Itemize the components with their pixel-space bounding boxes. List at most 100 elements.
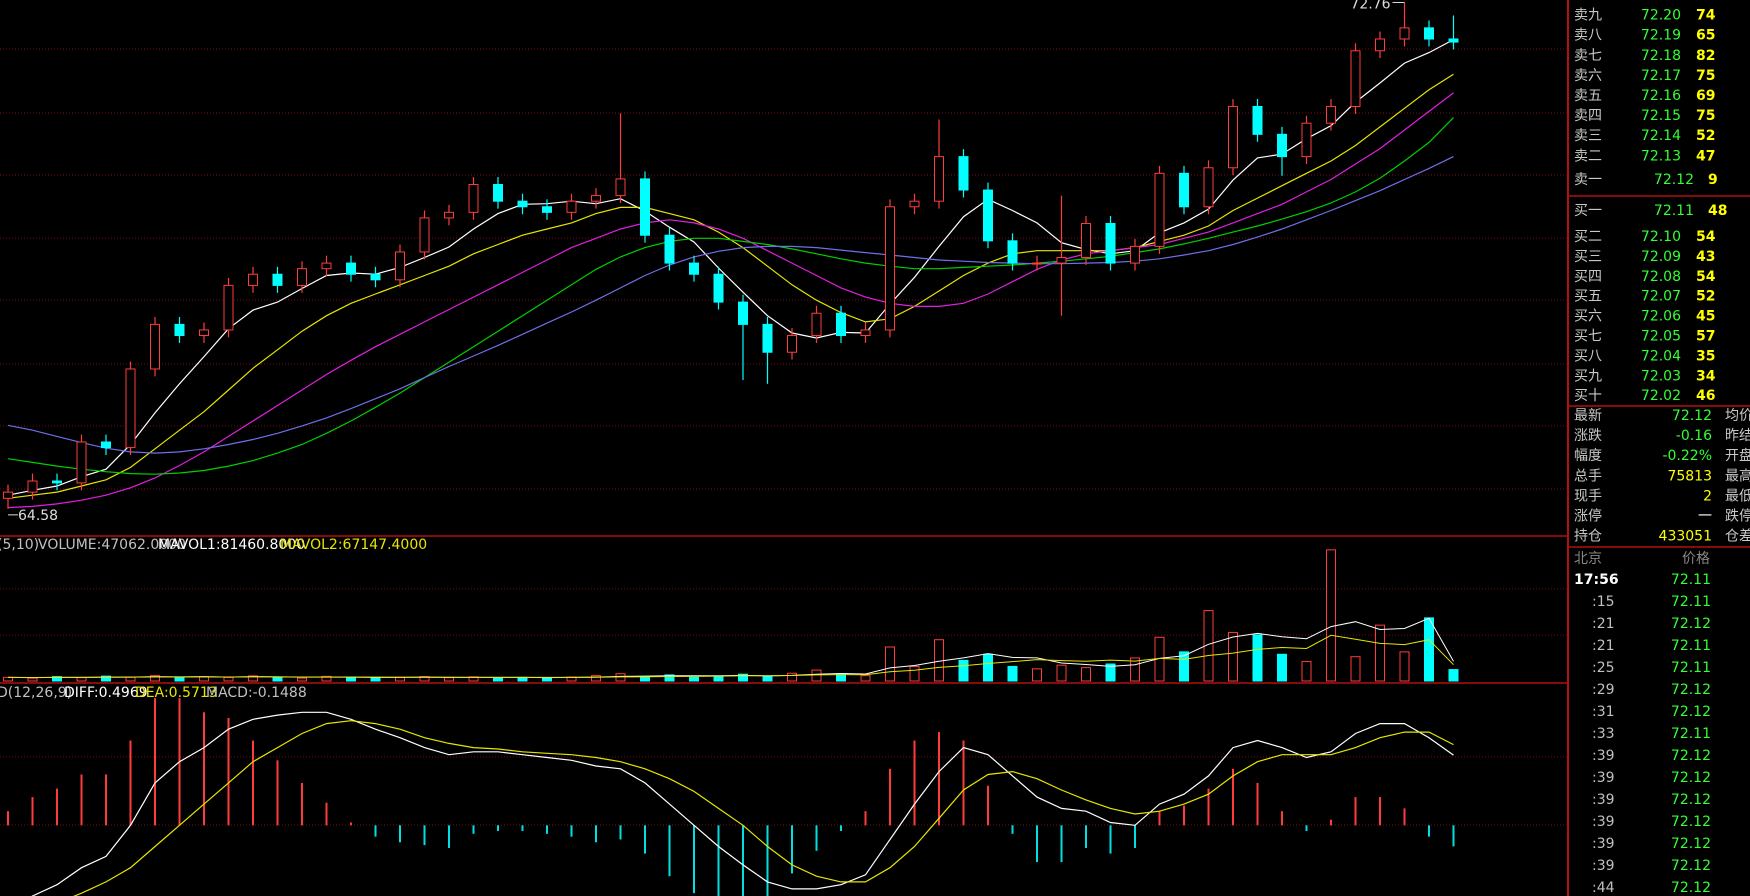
volume-bar	[934, 639, 944, 682]
volume-bar	[958, 659, 969, 682]
book-label: 卖五	[1574, 88, 1602, 104]
candle-body	[787, 335, 797, 353]
quote-label: 仓差	[1725, 529, 1750, 545]
volume-bar	[444, 677, 454, 682]
candle-body	[1130, 245, 1140, 264]
tick-time: :44	[1592, 880, 1615, 896]
volume-bar	[689, 676, 699, 682]
candle-body	[934, 156, 944, 202]
book-volume: 57	[1696, 329, 1715, 345]
tick-price: 72.12	[1671, 682, 1711, 698]
book-price: 72.02	[1641, 388, 1681, 404]
book-price: 72.17	[1641, 68, 1681, 84]
volume-bar	[272, 677, 283, 682]
candle-body	[1228, 105, 1238, 169]
quote-label: 最高	[1725, 467, 1750, 484]
quote-label: 最新	[1574, 408, 1602, 424]
volume-bar	[3, 676, 13, 682]
indicator-header: (5,10)	[0, 537, 39, 553]
candle-body	[1105, 222, 1116, 264]
volume-bar	[1448, 669, 1459, 682]
quote-label: 涨跌	[1574, 428, 1602, 444]
book-label: 卖八	[1574, 28, 1602, 44]
book-price: 72.12	[1654, 172, 1694, 188]
candle-body	[860, 329, 871, 337]
book-volume: 47	[1696, 148, 1715, 164]
book-volume: 35	[1696, 348, 1715, 364]
tick-price: 72.12	[1671, 770, 1711, 786]
book-volume: 48	[1708, 203, 1727, 219]
quote-value: 75813	[1667, 468, 1712, 484]
book-label: 买二	[1574, 229, 1602, 245]
tick-time: :39	[1592, 836, 1615, 852]
tick-time: :31	[1592, 704, 1615, 720]
candle-body	[909, 200, 920, 208]
book-label: 买五	[1574, 289, 1602, 305]
volume-bar	[395, 676, 405, 682]
quote-value: -0.22%	[1662, 448, 1712, 464]
candle-body	[272, 273, 283, 286]
volume-bar	[76, 677, 87, 682]
book-label: 买七	[1574, 329, 1602, 345]
book-volume: 54	[1696, 269, 1716, 285]
book-label: 买一	[1574, 203, 1602, 219]
volume-bar	[542, 677, 552, 682]
book-volume: 74	[1696, 8, 1716, 24]
candle-body	[223, 284, 234, 331]
volume-bar	[1301, 661, 1312, 682]
volume-bar	[1252, 634, 1263, 682]
volume-bar	[1032, 668, 1042, 682]
macd-line	[31, 711, 1454, 896]
book-label: 卖四	[1574, 108, 1602, 124]
candle-body	[1399, 27, 1410, 40]
book-price: 72.15	[1641, 108, 1681, 124]
book-price: 72.14	[1641, 128, 1681, 144]
indicator-header: DIFF:0.4969	[64, 685, 148, 701]
volume-bar	[1203, 610, 1214, 682]
indicator-header: D(12,26,9)	[0, 685, 72, 701]
candle-body	[1448, 38, 1459, 43]
book-label: 卖九	[1574, 8, 1602, 24]
candle-body	[1301, 122, 1312, 158]
book-price: 72.03	[1641, 368, 1681, 384]
candle-body	[1350, 50, 1361, 107]
volume-bar	[321, 675, 332, 682]
book-volume: 75	[1696, 68, 1715, 84]
candle-body	[1326, 105, 1336, 124]
candle-body	[566, 200, 577, 213]
book-label: 卖三	[1574, 128, 1602, 144]
max-label: 72.76	[1350, 0, 1390, 12]
candle-body	[346, 262, 356, 275]
volume-bar	[713, 675, 724, 682]
volume-bar	[1105, 663, 1116, 682]
quote-value: 一	[1698, 509, 1712, 525]
book-price: 72.16	[1641, 88, 1681, 104]
candle-body	[1007, 240, 1018, 264]
book-volume: 9	[1708, 172, 1718, 188]
book-price: 72.04	[1641, 348, 1681, 364]
book-label: 买八	[1574, 348, 1602, 364]
tick-time: :29	[1592, 682, 1615, 698]
min-label: 64.58	[18, 508, 58, 524]
candle-body	[1252, 105, 1263, 135]
candle-body	[1277, 133, 1287, 158]
book-price: 72.18	[1641, 48, 1681, 64]
volume-bar	[297, 677, 307, 682]
tick-price: 72.12	[1671, 616, 1711, 632]
candle-body	[27, 480, 38, 493]
quote-label: 现手	[1574, 488, 1602, 504]
book-price: 72.05	[1641, 329, 1681, 345]
tick-time: :33	[1592, 726, 1615, 742]
book-label: 买四	[1574, 269, 1602, 285]
book-price: 72.11	[1654, 203, 1694, 219]
candle-body	[1424, 27, 1434, 40]
tick-time: :39	[1592, 814, 1615, 830]
book-volume: 75	[1696, 108, 1715, 124]
book-label: 卖一	[1574, 172, 1602, 188]
tick-time: :25	[1592, 660, 1615, 676]
volume-bar	[787, 672, 797, 682]
volume-bar	[346, 676, 356, 682]
moving-average-line	[7, 117, 1454, 475]
